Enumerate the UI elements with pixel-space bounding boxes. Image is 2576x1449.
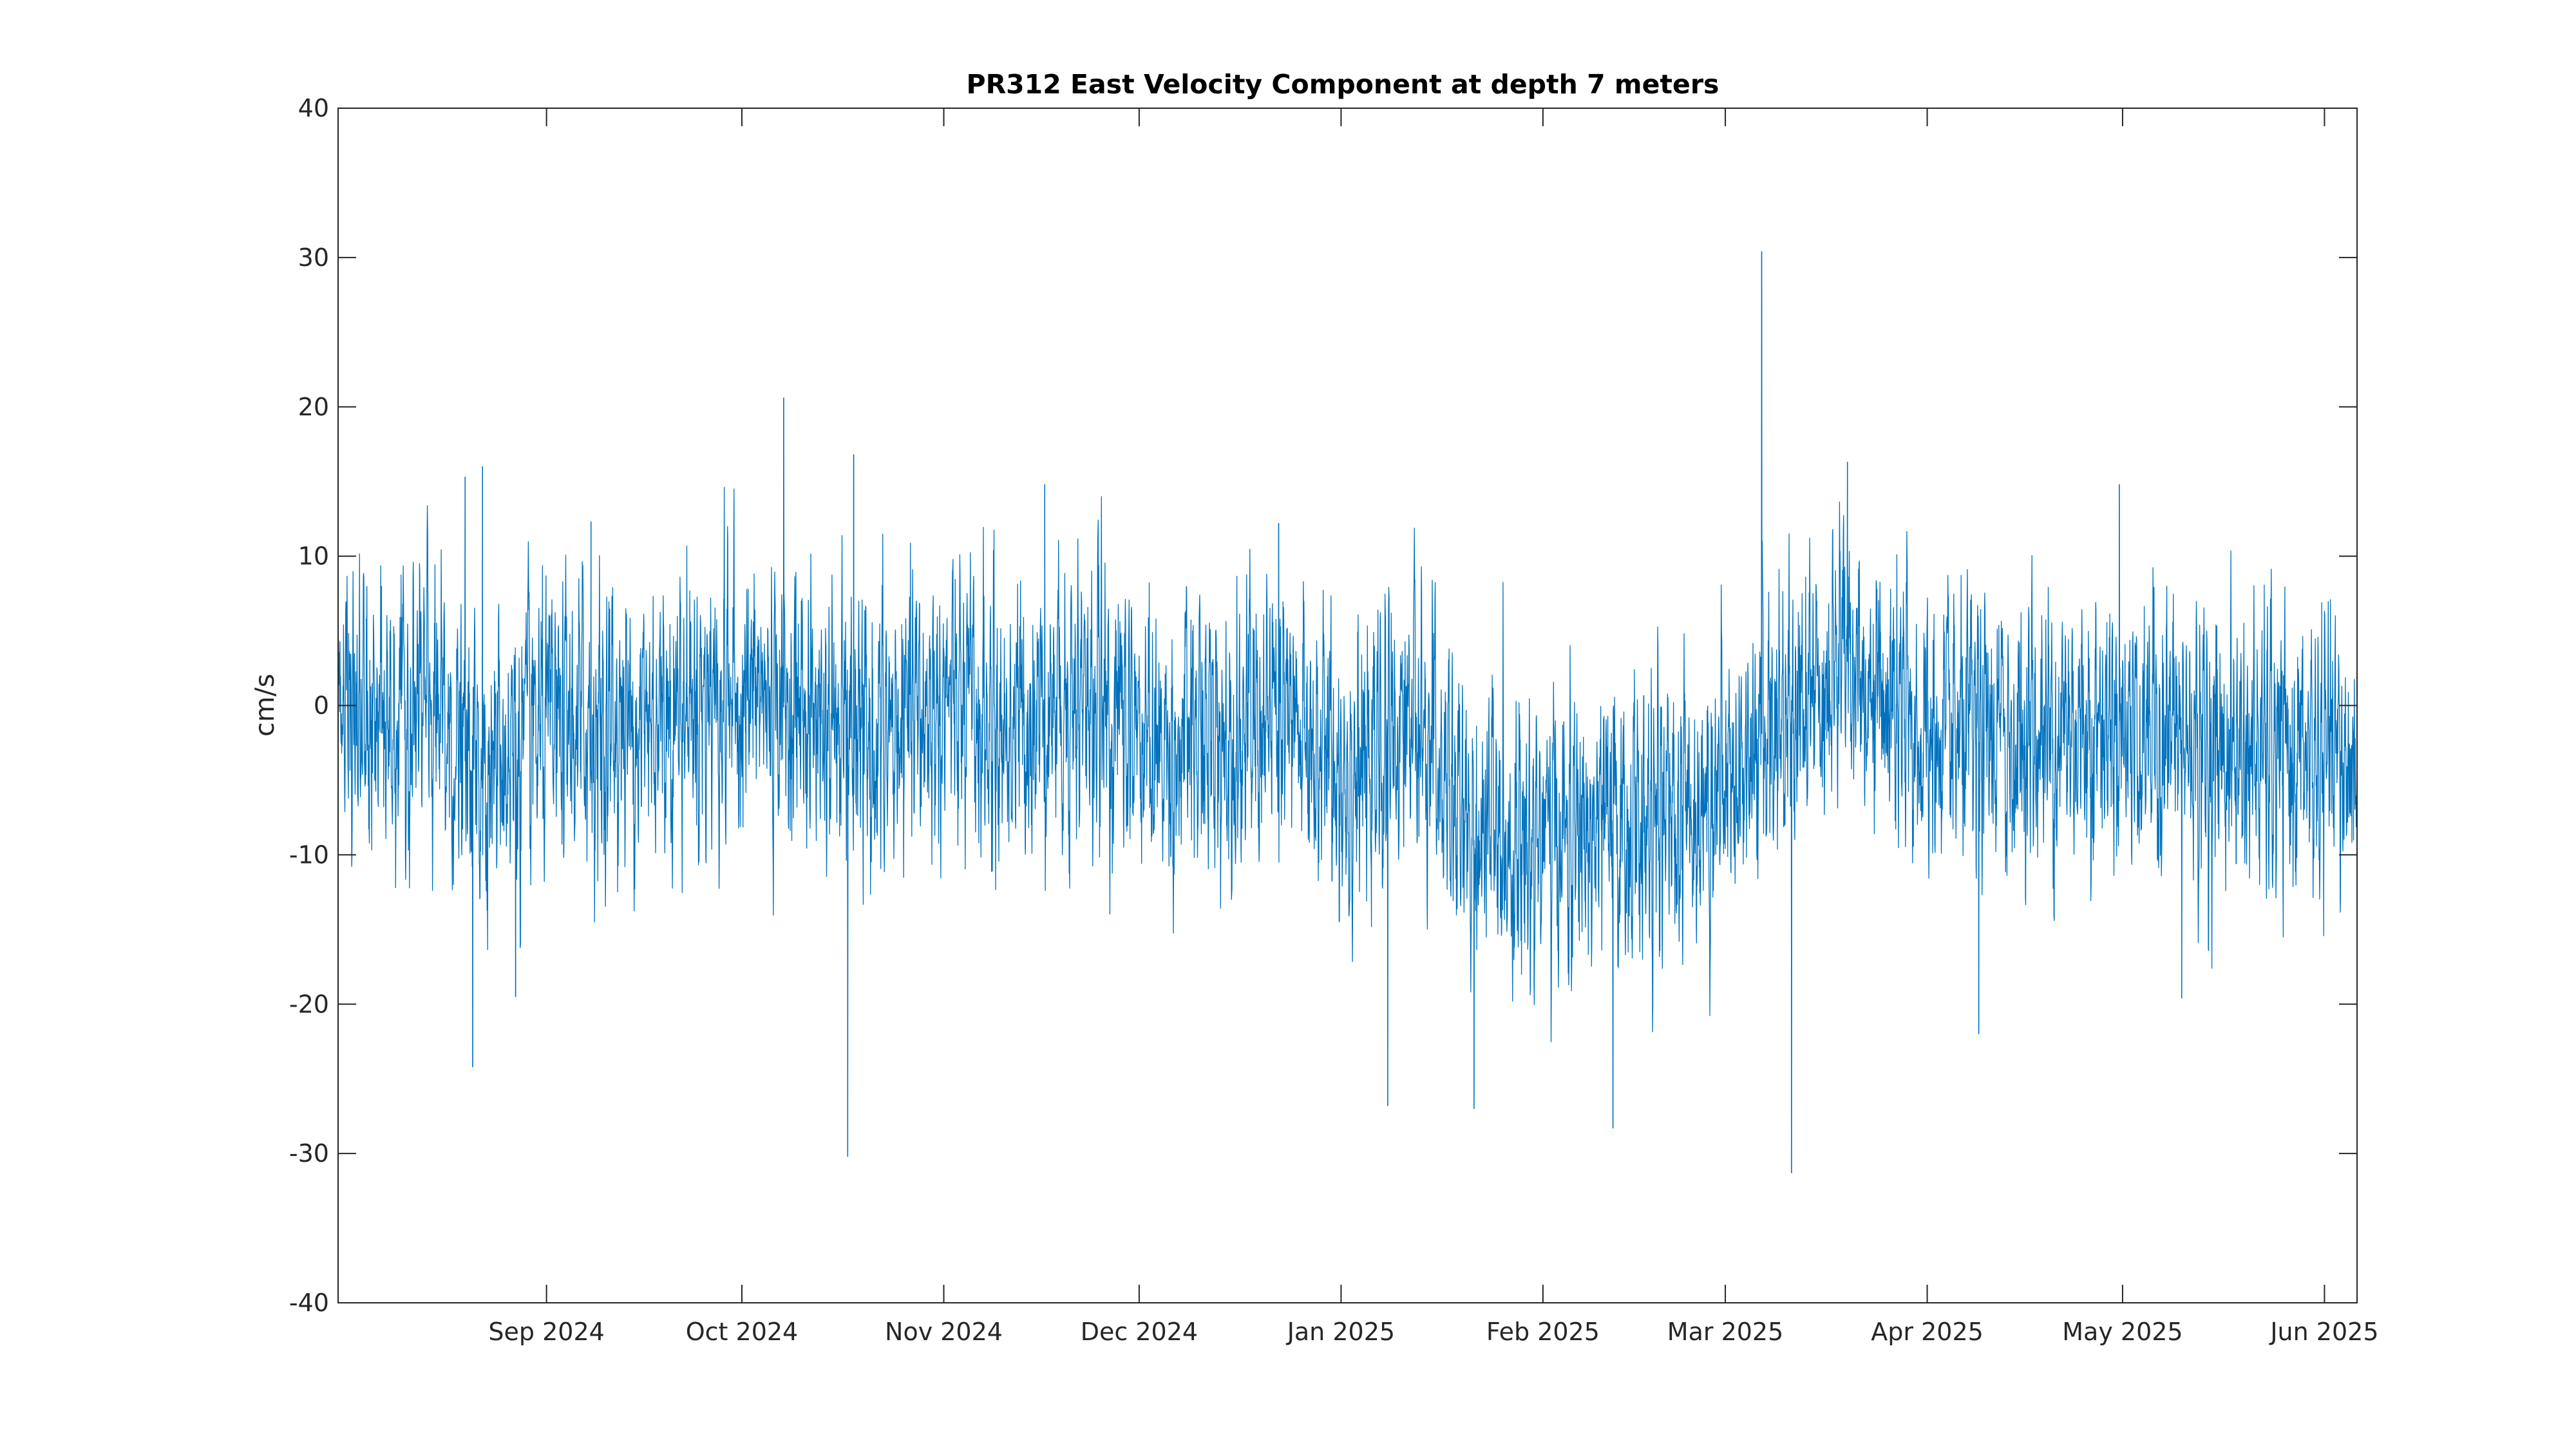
x-tick-label: Oct 2024 [686,1318,799,1346]
series-line-east-velocity [337,251,2358,1173]
x-tick-label: Apr 2025 [1871,1318,1984,1346]
x-tick-label: Jan 2025 [1286,1318,1395,1346]
y-tick-label: 30 [298,243,329,272]
x-tick-label: Nov 2024 [885,1318,1003,1346]
y-axis: -40 -30 -20 -10 0 10 20 30 40 [289,94,2357,1317]
x-tick-label: May 2025 [2062,1318,2183,1346]
y-tick-label: -10 [289,840,329,869]
y-tick-label: 40 [298,94,329,122]
x-tick-label: Sep 2024 [488,1318,604,1346]
x-tick-label: Mar 2025 [1667,1318,1783,1346]
y-tick-label: -40 [289,1289,329,1317]
y-tick-label: -30 [289,1139,329,1168]
x-tick-label: Feb 2025 [1486,1318,1600,1346]
x-axis: Sep 2024 Oct 2024 Nov 2024 Dec 2024 Jan 2025… [488,108,2379,1346]
y-tick-label: 10 [298,542,329,571]
x-tick-label: Dec 2024 [1081,1318,1198,1346]
y-axis-label: cm/s [249,674,280,737]
chart-title: PR312 East Velocity Component at depth 7… [967,69,1719,100]
y-tick-label: -20 [289,990,329,1018]
series-layer [337,251,2358,1173]
x-tick-label: Jun 2025 [2269,1318,2378,1346]
y-tick-label: 0 [314,692,329,720]
y-tick-label: 20 [298,393,329,421]
